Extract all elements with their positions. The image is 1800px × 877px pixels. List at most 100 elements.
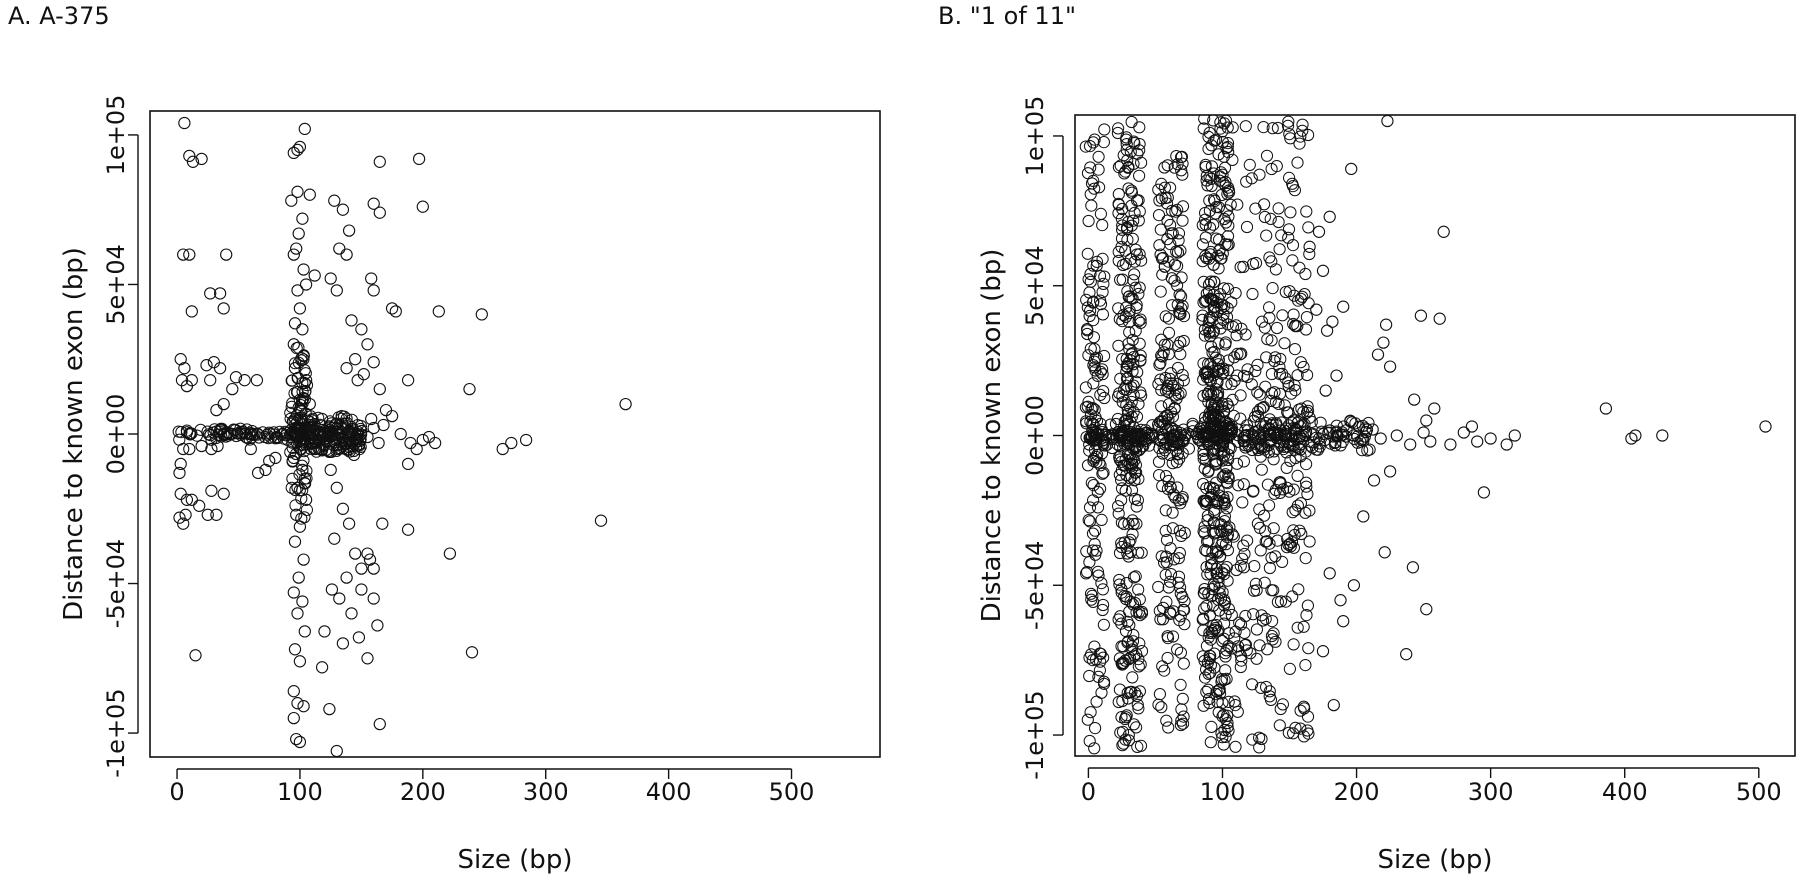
data-point <box>1197 477 1210 491</box>
data-point <box>1161 632 1175 645</box>
data-point <box>1237 561 1251 574</box>
data-point <box>1186 425 1199 438</box>
data-point <box>291 185 304 198</box>
data-point <box>1236 496 1249 509</box>
data-point <box>1170 456 1184 469</box>
data-point <box>1214 316 1227 329</box>
y-tick-label: 0e+00 <box>1021 395 1049 476</box>
data-point <box>1437 225 1450 238</box>
data-point <box>1284 206 1297 219</box>
data-point <box>1079 401 1093 414</box>
data-point <box>1081 323 1094 336</box>
data-point <box>1205 720 1218 734</box>
x-tick-label: 300 <box>1468 778 1514 806</box>
data-point <box>1094 388 1107 401</box>
data-point <box>1083 669 1096 683</box>
x-axis-title: Size (bp) <box>458 845 573 875</box>
data-point <box>1217 366 1230 379</box>
data-point <box>289 499 302 512</box>
data-point <box>594 514 608 527</box>
data-point <box>174 457 187 471</box>
data-point <box>1302 642 1315 655</box>
data-point <box>1097 385 1110 398</box>
data-point <box>1199 160 1212 174</box>
data-point <box>293 484 306 497</box>
data-point <box>1117 737 1130 750</box>
data-point <box>340 362 353 375</box>
data-point <box>1337 615 1350 628</box>
data-point <box>1123 315 1136 328</box>
data-point <box>352 631 366 644</box>
data-point <box>1164 181 1177 194</box>
data-point <box>1114 449 1127 462</box>
data-point <box>342 517 356 530</box>
data-point <box>1134 739 1148 752</box>
data-point <box>1152 455 1166 468</box>
data-point <box>1175 290 1188 303</box>
data-point <box>1323 424 1336 437</box>
data-point <box>224 427 237 441</box>
data-point <box>299 367 312 380</box>
data-point <box>1269 396 1283 409</box>
data-point <box>1087 314 1100 327</box>
data-point <box>1208 425 1221 438</box>
data-point <box>1153 358 1166 371</box>
data-point <box>1222 219 1235 232</box>
data-point <box>1113 683 1127 696</box>
data-point <box>1122 337 1135 350</box>
data-point <box>180 493 194 506</box>
data-point <box>209 431 223 445</box>
data-point <box>1269 263 1283 276</box>
data-point <box>1300 609 1313 622</box>
data-point <box>1088 133 1101 146</box>
data-point <box>1132 660 1145 673</box>
data-point <box>1278 337 1291 350</box>
data-point <box>1220 378 1233 391</box>
data-point <box>1279 285 1292 299</box>
data-point <box>1211 306 1224 319</box>
data-point <box>1158 664 1171 677</box>
data-point <box>432 305 445 318</box>
data-point <box>1086 544 1100 557</box>
data-point <box>1175 529 1188 543</box>
data-point <box>1233 616 1246 629</box>
data-point <box>1286 254 1299 267</box>
data-point <box>336 502 350 515</box>
data-point <box>1205 590 1218 603</box>
x-tick-label: 100 <box>1200 778 1246 806</box>
data-point <box>293 655 307 668</box>
data-point <box>1166 630 1180 643</box>
data-point <box>1214 550 1227 563</box>
data-point <box>1300 205 1313 218</box>
data-point <box>1199 433 1212 446</box>
data-point <box>1276 309 1289 322</box>
data-point <box>1226 121 1239 134</box>
data-point <box>1259 380 1272 393</box>
data-point <box>1085 476 1098 489</box>
data-point <box>1428 402 1441 415</box>
data-point <box>1132 653 1145 666</box>
data-point <box>1216 696 1229 710</box>
data-point <box>1219 730 1232 744</box>
data-point <box>1249 202 1262 215</box>
data-point <box>295 459 309 472</box>
data-point <box>1278 399 1291 412</box>
data-point <box>1273 243 1286 256</box>
data-point <box>1128 430 1141 443</box>
data-point <box>1112 188 1125 201</box>
data-point <box>1357 510 1370 523</box>
data-point <box>1095 686 1108 699</box>
data-point <box>377 418 390 432</box>
data-point <box>1500 438 1513 451</box>
data-point <box>1155 550 1168 563</box>
data-point <box>1155 349 1168 362</box>
data-point <box>1128 442 1142 455</box>
data-point <box>1116 273 1129 286</box>
data-point <box>1237 478 1250 491</box>
data-point <box>287 146 300 160</box>
data-point <box>217 487 230 500</box>
data-point <box>1132 214 1145 227</box>
data-point <box>412 152 426 166</box>
panel-b-title: B. "1 of 11" <box>938 2 1076 30</box>
data-point <box>290 430 303 443</box>
